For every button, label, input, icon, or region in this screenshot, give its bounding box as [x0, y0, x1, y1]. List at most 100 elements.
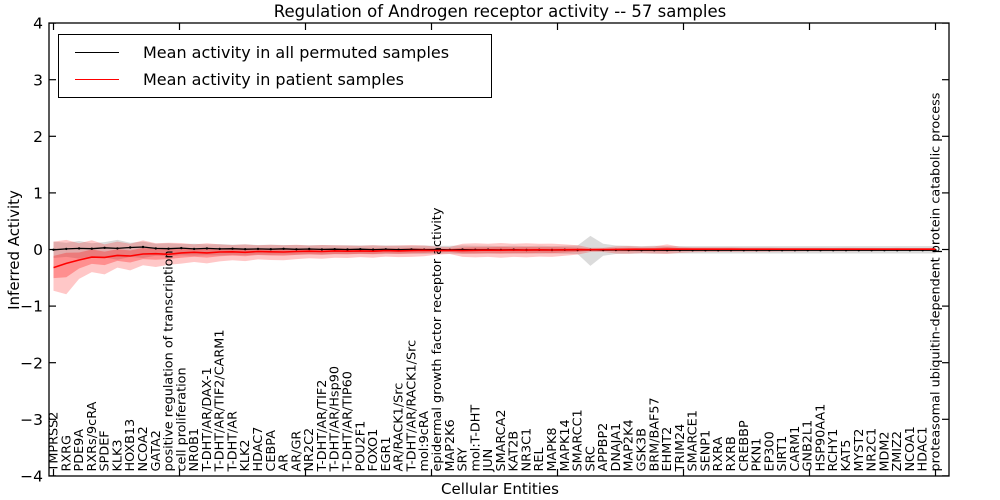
patient-band-outer [53, 239, 936, 295]
marker-dot [308, 247, 311, 251]
x-axis-title: Cellular Entities [441, 480, 559, 498]
entity-label: ZMIZ2 [890, 431, 905, 472]
marker-dot [231, 247, 234, 250]
entity-label: KAT5 [839, 440, 854, 472]
entity-label: mol:T-DHT [468, 405, 483, 472]
entity-label: NR3C1 [519, 428, 534, 472]
chart-title: Regulation of Androgen receptor activity… [273, 2, 727, 21]
entity-label: CREBBP [737, 420, 752, 471]
legend-label-patient: Mean activity in patient samples [143, 69, 404, 89]
entity-label: HDAC1 [916, 427, 931, 472]
entity-label: NR2C1 [865, 428, 880, 472]
marker-dot [269, 248, 272, 251]
y-axis-title: Inferred Activity [5, 190, 23, 310]
y-tick-label: −3 [20, 411, 43, 429]
entity-label: SRC [583, 446, 598, 471]
entity-label: SIRT1 [775, 436, 790, 472]
marker-dot [333, 248, 336, 251]
entity-label: JUN [481, 449, 496, 473]
entity-label: RXRG [59, 435, 74, 471]
entity-label: SMARCA2 [494, 409, 509, 471]
entity-label: T-DHT/AR/Hsp90 [328, 366, 343, 473]
marker-dot [90, 247, 94, 250]
entity-label: epidermal growth factor receptor activit… [430, 207, 445, 471]
marker-dot [371, 248, 375, 251]
entity-label: GATA2 [149, 430, 164, 471]
marker-dot [180, 246, 183, 250]
entity-label: MYST2 [852, 429, 867, 472]
entity-label: DNAJA1 [609, 423, 624, 472]
y-tick-label: 4 [33, 15, 43, 33]
entity-label: PKN1 [750, 438, 765, 472]
legend: Mean activity in all permuted samples Me… [58, 34, 492, 98]
entity-label: SRY [456, 447, 471, 471]
y-tick-label: −4 [20, 467, 43, 485]
y-tick-label: 0 [33, 241, 43, 259]
entity-label: CARM1 [788, 426, 803, 472]
entity-label: SENP1 [698, 430, 713, 472]
marker-dot [129, 246, 132, 249]
entity-label: GSK3B [635, 428, 650, 471]
marker-dot [282, 247, 285, 250]
entity-label: MAP2K4 [622, 419, 637, 471]
entity-label: NR0B1 [187, 428, 202, 472]
y-tick-label: 1 [33, 184, 43, 202]
entity-label: EGR1 [379, 436, 394, 471]
entity-label: T-DHT/AR/RACK1/Src [404, 340, 419, 473]
marker-dot [218, 247, 221, 251]
y-tick-label: −2 [20, 354, 43, 372]
entity-label: NCOA1 [903, 426, 918, 471]
entity-label: AR [277, 454, 292, 472]
entity-label: mol:9cRA [417, 411, 432, 472]
entity-label: cell proliferation [174, 367, 189, 471]
marker-dot [167, 247, 170, 250]
entity-label: T-DHT/AR/TIP60 [341, 371, 356, 472]
entity-label: REL [532, 447, 547, 472]
entity-label: MAPK14 [558, 419, 573, 471]
y-tick-labels: −4 −3 −2 −1 0 1 2 3 4 [20, 15, 43, 486]
entity-label: MAP2K6 [443, 419, 458, 471]
entity-label: EHMT2 [660, 427, 675, 472]
y-ticks [49, 22, 949, 477]
legend-item-permuted: Mean activity in all permuted samples [75, 40, 491, 66]
entity-label: RXRB [724, 436, 739, 471]
entity-label: T-DHT/AR/TIF2 [315, 380, 330, 473]
entity-labels: TMPRSS2RXRGPDE9ARXRs/9cRASPDEFKLK3HOXB13… [47, 92, 944, 472]
entity-label: TRIM24 [673, 424, 688, 473]
entity-label: CEBPA [264, 430, 279, 472]
legend-line-red-icon [75, 79, 119, 80]
entity-label: NCOA2 [136, 426, 151, 471]
marker-dot [154, 247, 157, 250]
entity-label: T-DHT/AR/TIF2/CARM1 [213, 330, 228, 473]
entity-label: KLK3 [110, 439, 125, 471]
legend-label-permuted: Mean activity in all permuted samples [143, 42, 450, 62]
entity-label: NR2C2 [302, 428, 317, 472]
entity-label: TMPRSS2 [47, 412, 62, 473]
entity-label: AR/GR [289, 431, 304, 472]
entity-label: positive regulation of transcription [162, 250, 177, 471]
entity-label: APPBP2 [596, 423, 611, 472]
entity-label: MDM2 [877, 431, 892, 471]
entity-label: T-DHT/AR [225, 411, 240, 473]
legend-line-black-icon [75, 52, 119, 53]
entity-label: SPDEF [98, 430, 113, 471]
y-tick-label: 3 [33, 71, 43, 89]
entity-label: EP300 [762, 431, 777, 471]
entity-label: GNB2L1 [801, 420, 816, 472]
entity-label: HSP90AA1 [813, 404, 828, 472]
entity-label: T-DHT/AR/DAX-1 [200, 367, 215, 472]
entity-label: RXRA [711, 436, 726, 471]
x-ticks [52, 23, 937, 476]
entity-label: PDE9A [72, 429, 87, 472]
marker-dot [320, 248, 324, 251]
entity-label: HOXB13 [123, 419, 138, 472]
entity-label: KAT2B [507, 431, 522, 472]
marker-dot [103, 246, 106, 249]
marker-dot [141, 245, 145, 249]
entity-label: SMARCC1 [571, 409, 586, 471]
entity-label: POU2F1 [353, 421, 368, 472]
y-tick-label: −1 [20, 298, 43, 316]
marker-dot [295, 248, 298, 251]
